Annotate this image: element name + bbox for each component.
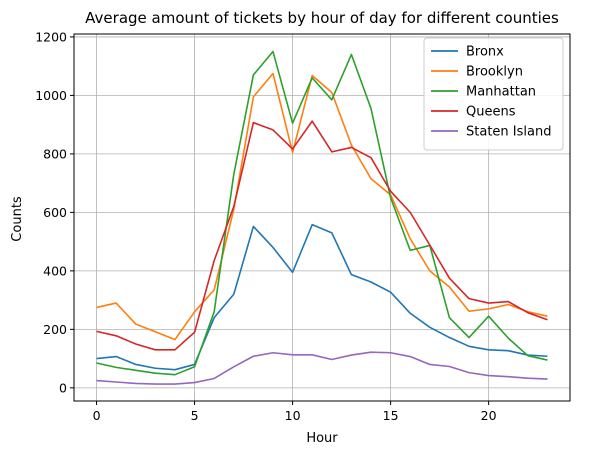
y-tick-label: 1200 bbox=[35, 29, 67, 44]
legend-label-queens: Queens bbox=[466, 105, 516, 120]
grid bbox=[74, 34, 570, 401]
series-line-staten-island bbox=[96, 351, 548, 385]
chart-title: Average amount of tickets by hour of day… bbox=[85, 9, 559, 27]
series-line-brooklyn bbox=[96, 72, 548, 341]
x-tick-label: 5 bbox=[191, 408, 199, 423]
series-line-bronx bbox=[96, 223, 548, 371]
x-tick-label: 15 bbox=[383, 408, 399, 423]
y-tick-label: 1000 bbox=[35, 88, 67, 103]
x-axis-label: Hour bbox=[306, 431, 338, 446]
x-tick-label: 10 bbox=[285, 408, 301, 423]
y-tick-label: 600 bbox=[43, 205, 67, 220]
y-tick-label: 200 bbox=[43, 322, 67, 337]
series-line-manhattan bbox=[96, 50, 548, 376]
legend: Bronx Brooklyn Manhattan Queens Staten Islan… bbox=[423, 37, 564, 151]
series-line-queens bbox=[96, 120, 548, 351]
legend-label-brooklyn: Brooklyn bbox=[466, 65, 523, 80]
legend-box bbox=[423, 37, 564, 151]
series-lines bbox=[96, 50, 548, 385]
legend-label-bronx: Bronx bbox=[466, 45, 504, 60]
y-tick-label: 0 bbox=[59, 380, 67, 395]
legend-label-manhattan: Manhattan bbox=[466, 85, 536, 100]
y-tick-label: 400 bbox=[43, 263, 67, 278]
legend-label-staten-island: Staten Island bbox=[466, 125, 551, 140]
plot-frame bbox=[73, 33, 571, 402]
y-axis-label: Counts bbox=[10, 196, 25, 242]
x-tick-label: 20 bbox=[481, 408, 497, 423]
x-tick-label: 0 bbox=[93, 408, 101, 423]
y-tick-label: 800 bbox=[43, 146, 67, 161]
